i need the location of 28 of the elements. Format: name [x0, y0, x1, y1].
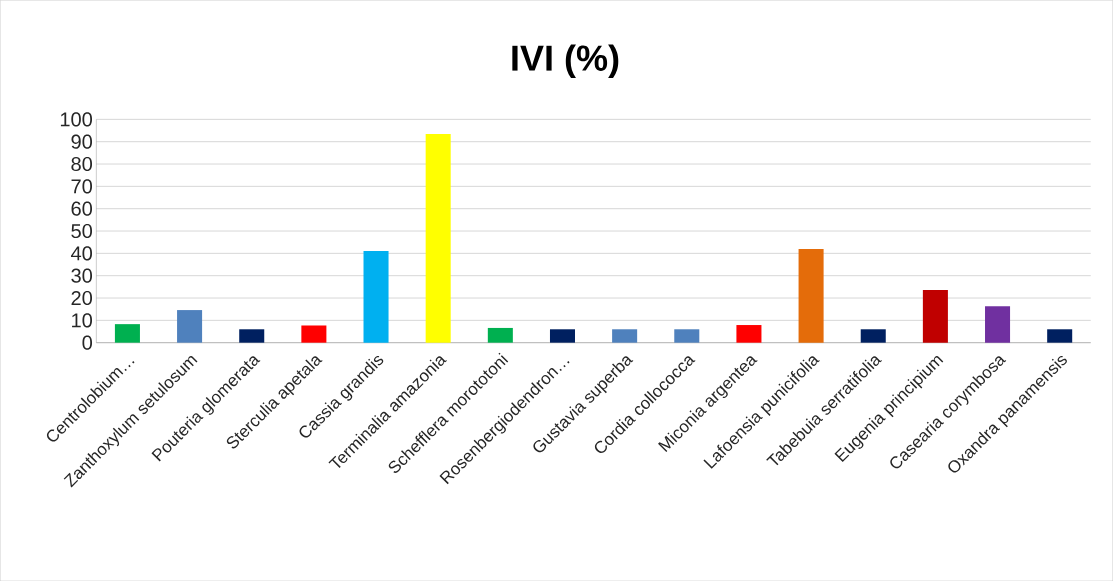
bar — [860, 329, 886, 343]
bar — [114, 324, 140, 343]
bar — [363, 251, 389, 343]
bar — [487, 327, 513, 343]
bar — [549, 329, 575, 343]
bar — [985, 306, 1011, 343]
bar — [798, 249, 824, 343]
bar — [239, 329, 265, 343]
y-tick-label: 0 — [82, 335, 93, 350]
bar — [922, 289, 948, 343]
bar — [425, 133, 451, 343]
bar — [736, 324, 762, 343]
bar — [177, 309, 203, 343]
y-tick-label: 100 — [60, 112, 93, 127]
y-tick-label: 40 — [70, 246, 93, 261]
y-tick-label: 50 — [71, 223, 93, 238]
bar — [612, 329, 638, 343]
y-tick-label: 60 — [71, 201, 93, 216]
y-tick-label: 90 — [71, 134, 93, 149]
bar — [301, 325, 327, 343]
bar — [1047, 329, 1073, 343]
y-tick-label: 20 — [71, 290, 93, 305]
y-tick-label: 10 — [72, 313, 93, 328]
y-tick-label: 30 — [71, 268, 93, 283]
y-tick-label: 80 — [71, 156, 93, 171]
y-tick-label: 70 — [71, 179, 93, 194]
bar — [674, 329, 700, 343]
chart-title: IVI (%) — [512, 44, 619, 78]
